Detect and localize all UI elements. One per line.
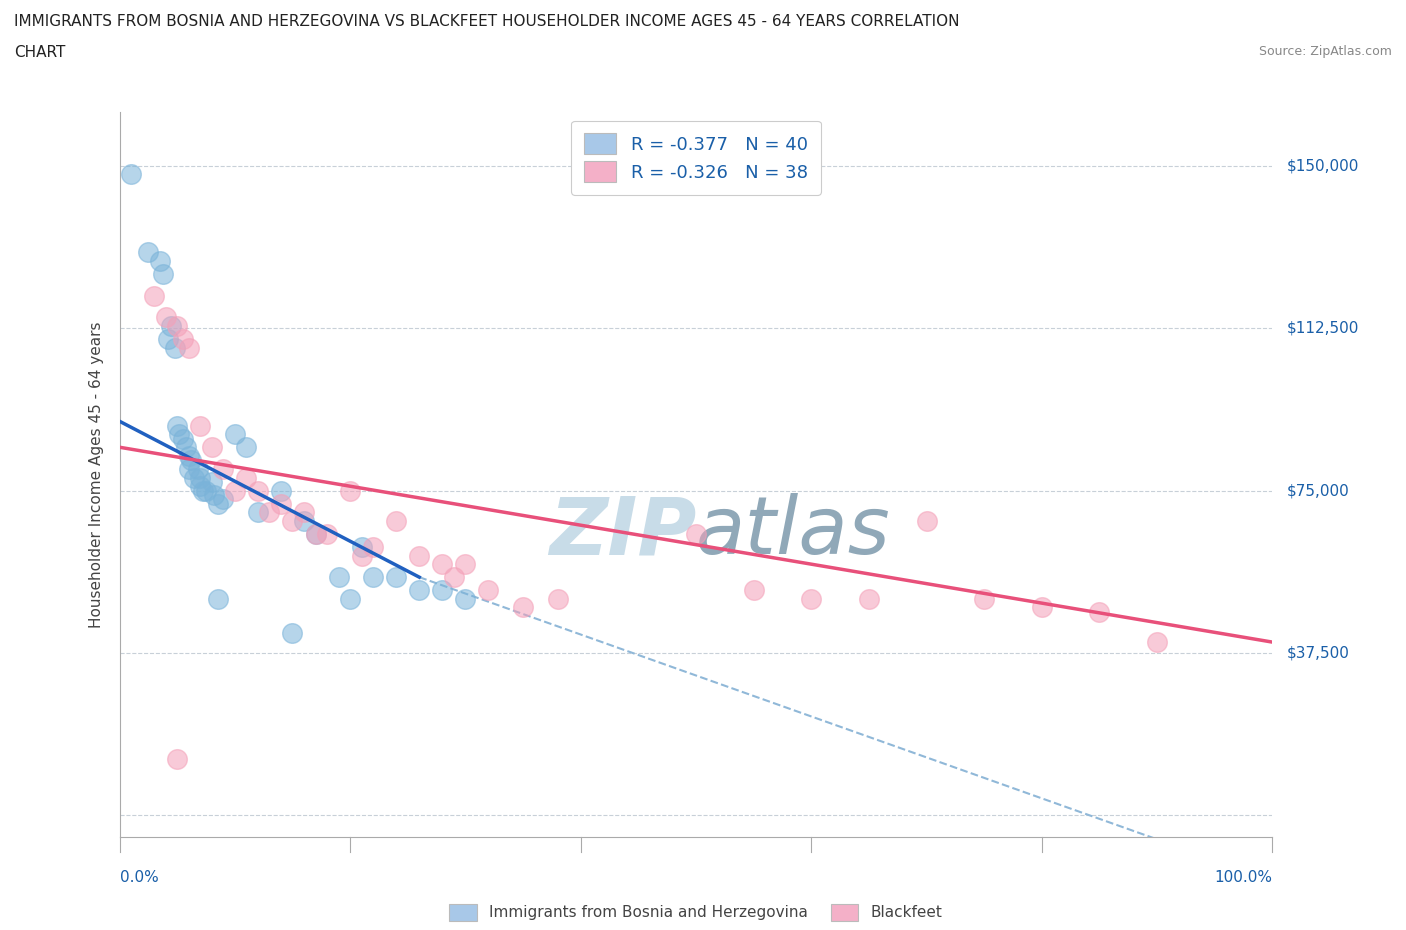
Point xyxy=(176,440,198,455)
Point xyxy=(270,483,292,498)
Point xyxy=(246,505,269,520)
Point xyxy=(187,461,209,476)
Text: $75,000: $75,000 xyxy=(1286,483,1350,498)
Point xyxy=(180,453,202,468)
Point xyxy=(152,267,174,282)
Point xyxy=(194,483,217,498)
Point xyxy=(350,548,373,563)
Point xyxy=(224,483,246,498)
Point xyxy=(259,505,281,520)
Legend: R = -0.377   N = 40, R = -0.326   N = 38: R = -0.377 N = 40, R = -0.326 N = 38 xyxy=(571,121,821,195)
Point xyxy=(281,626,304,641)
Point xyxy=(201,440,224,455)
Point xyxy=(292,505,315,520)
Point xyxy=(120,167,142,182)
Text: $112,500: $112,500 xyxy=(1286,321,1358,336)
Text: IMMIGRANTS FROM BOSNIA AND HERZEGOVINA VS BLACKFEET HOUSEHOLDER INCOME AGES 45 -: IMMIGRANTS FROM BOSNIA AND HERZEGOVINA V… xyxy=(14,14,959,29)
Point xyxy=(207,591,229,606)
Point xyxy=(281,513,304,528)
Point xyxy=(156,331,179,346)
Point xyxy=(188,470,211,485)
Point xyxy=(155,310,177,325)
Point xyxy=(143,288,166,303)
Point xyxy=(163,340,186,355)
Point xyxy=(224,427,246,442)
Point xyxy=(915,513,938,528)
Point xyxy=(316,526,339,541)
Point xyxy=(304,526,326,541)
Point xyxy=(385,513,408,528)
Text: $37,500: $37,500 xyxy=(1286,645,1350,660)
Point xyxy=(1088,604,1111,619)
Point xyxy=(202,487,225,502)
Point xyxy=(408,583,430,598)
Point xyxy=(547,591,569,606)
Point xyxy=(166,319,188,334)
Point xyxy=(166,418,188,433)
Text: 100.0%: 100.0% xyxy=(1215,870,1272,884)
Point xyxy=(685,526,707,541)
Point xyxy=(361,570,384,585)
Point xyxy=(443,570,465,585)
Point xyxy=(172,331,194,346)
Point xyxy=(477,583,499,598)
Y-axis label: Householder Income Ages 45 - 64 years: Householder Income Ages 45 - 64 years xyxy=(89,321,104,628)
Point xyxy=(858,591,880,606)
Point xyxy=(160,319,183,334)
Point xyxy=(166,751,188,766)
Point xyxy=(432,583,454,598)
Point xyxy=(1146,634,1168,649)
Point xyxy=(169,427,191,442)
Point xyxy=(201,474,224,489)
Point xyxy=(207,496,229,511)
Point xyxy=(408,548,430,563)
Point xyxy=(212,461,235,476)
Text: 0.0%: 0.0% xyxy=(120,870,159,884)
Point xyxy=(149,254,172,269)
Point xyxy=(138,245,160,259)
Point xyxy=(188,418,211,433)
Point xyxy=(742,583,765,598)
Point xyxy=(246,483,269,498)
Point xyxy=(328,570,350,585)
Point xyxy=(212,492,235,507)
Text: Source: ZipAtlas.com: Source: ZipAtlas.com xyxy=(1258,45,1392,58)
Point xyxy=(177,461,200,476)
Point xyxy=(235,470,257,485)
Point xyxy=(454,591,477,606)
Point xyxy=(270,496,292,511)
Point xyxy=(177,448,200,463)
Point xyxy=(292,513,315,528)
Point xyxy=(172,432,194,446)
Text: atlas: atlas xyxy=(696,493,891,571)
Point xyxy=(177,340,200,355)
Point xyxy=(339,591,361,606)
Text: ZIP: ZIP xyxy=(548,493,696,571)
Point xyxy=(512,600,534,615)
Point xyxy=(191,483,214,498)
Point xyxy=(1031,600,1053,615)
Point xyxy=(432,557,454,572)
Point xyxy=(339,483,361,498)
Point xyxy=(361,539,384,554)
Point xyxy=(235,440,257,455)
Point xyxy=(304,526,326,541)
Point xyxy=(800,591,823,606)
Point xyxy=(350,539,373,554)
Point xyxy=(385,570,408,585)
Text: CHART: CHART xyxy=(14,45,66,60)
Point xyxy=(454,557,477,572)
Point xyxy=(973,591,995,606)
Text: $150,000: $150,000 xyxy=(1286,158,1358,173)
Point xyxy=(188,479,211,494)
Point xyxy=(183,470,205,485)
